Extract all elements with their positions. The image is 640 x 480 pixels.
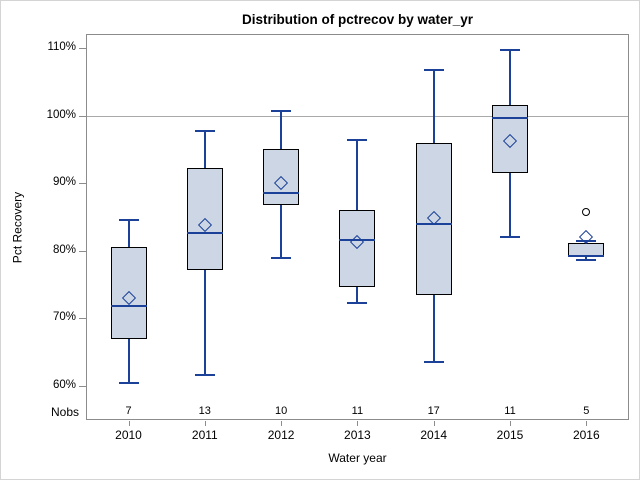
nobs-value: 10 <box>274 405 288 417</box>
x-tick-label: 2015 <box>496 428 524 442</box>
median-line <box>415 223 452 226</box>
box <box>263 149 300 205</box>
x-tick-label: 2012 <box>267 428 295 442</box>
whisker-cap-low <box>423 361 444 364</box>
whisker-cap-low <box>576 258 597 261</box>
x-tick-label: 2014 <box>420 428 448 442</box>
x-axis-title: Water year <box>328 451 387 465</box>
box <box>110 247 147 339</box>
box <box>339 210 376 287</box>
y-tick-mark <box>79 48 86 49</box>
median-line <box>568 254 605 257</box>
whisker-cap-high <box>347 138 368 141</box>
y-tick-label: 60% <box>52 379 76 391</box>
x-tick-mark <box>204 421 206 426</box>
nobs-value: 17 <box>427 405 440 417</box>
y-tick-label: 100% <box>46 108 76 121</box>
median-line <box>263 192 300 195</box>
x-tick-mark <box>281 421 283 426</box>
reference-line <box>87 116 628 117</box>
whisker-cap-high <box>194 130 215 133</box>
whisker-cap-low <box>347 301 368 304</box>
nobs-value: 11 <box>504 405 516 417</box>
whisker-cap-high <box>271 109 292 112</box>
nobs-value: 13 <box>198 405 211 417</box>
y-tick-label: 80% <box>52 243 76 256</box>
median-line <box>110 305 147 308</box>
y-tick-label: 110% <box>47 41 76 53</box>
x-tick-mark <box>433 421 435 426</box>
chart-title: Distribution of pctrecov by water_yr <box>241 12 474 27</box>
y-tick-mark <box>79 318 86 320</box>
x-tick-mark <box>586 421 588 426</box>
whisker-cap-low <box>271 256 292 259</box>
whisker-cap-high <box>500 49 520 52</box>
whisker-cap-high <box>423 68 444 71</box>
y-tick-label: 90% <box>52 176 76 189</box>
whisker-cap-high <box>118 219 139 222</box>
x-tick-label: 2013 <box>344 428 371 442</box>
nobs-label: Nobs <box>50 405 79 419</box>
x-tick-mark <box>357 421 359 426</box>
outlier-point <box>582 207 591 216</box>
plot-area <box>86 34 629 420</box>
median-line <box>186 231 223 234</box>
box <box>415 143 452 296</box>
whisker-cap-high <box>576 239 597 242</box>
x-tick-label: 2010 <box>115 428 142 442</box>
whisker-cap-low <box>194 373 215 376</box>
nobs-value: 11 <box>351 405 364 417</box>
y-tick-mark <box>79 250 86 252</box>
y-tick-mark <box>79 386 86 387</box>
y-tick-label: 70% <box>52 311 76 324</box>
whisker-cap-low <box>118 381 139 384</box>
x-tick-mark <box>510 421 511 426</box>
y-tick-mark <box>79 115 86 117</box>
x-tick-label: 2011 <box>191 428 218 442</box>
x-tick-mark <box>128 421 130 426</box>
y-tick-mark <box>79 183 86 185</box>
nobs-value: 7 <box>125 405 132 417</box>
x-tick-label: 2016 <box>572 428 600 442</box>
nobs-value: 5 <box>583 405 590 417</box>
y-axis-title: Pct Recovery <box>10 191 25 264</box>
box <box>492 105 528 174</box>
whisker-cap-low <box>500 235 520 238</box>
box <box>186 167 223 270</box>
median-line <box>492 117 528 120</box>
median-line <box>339 238 376 241</box>
